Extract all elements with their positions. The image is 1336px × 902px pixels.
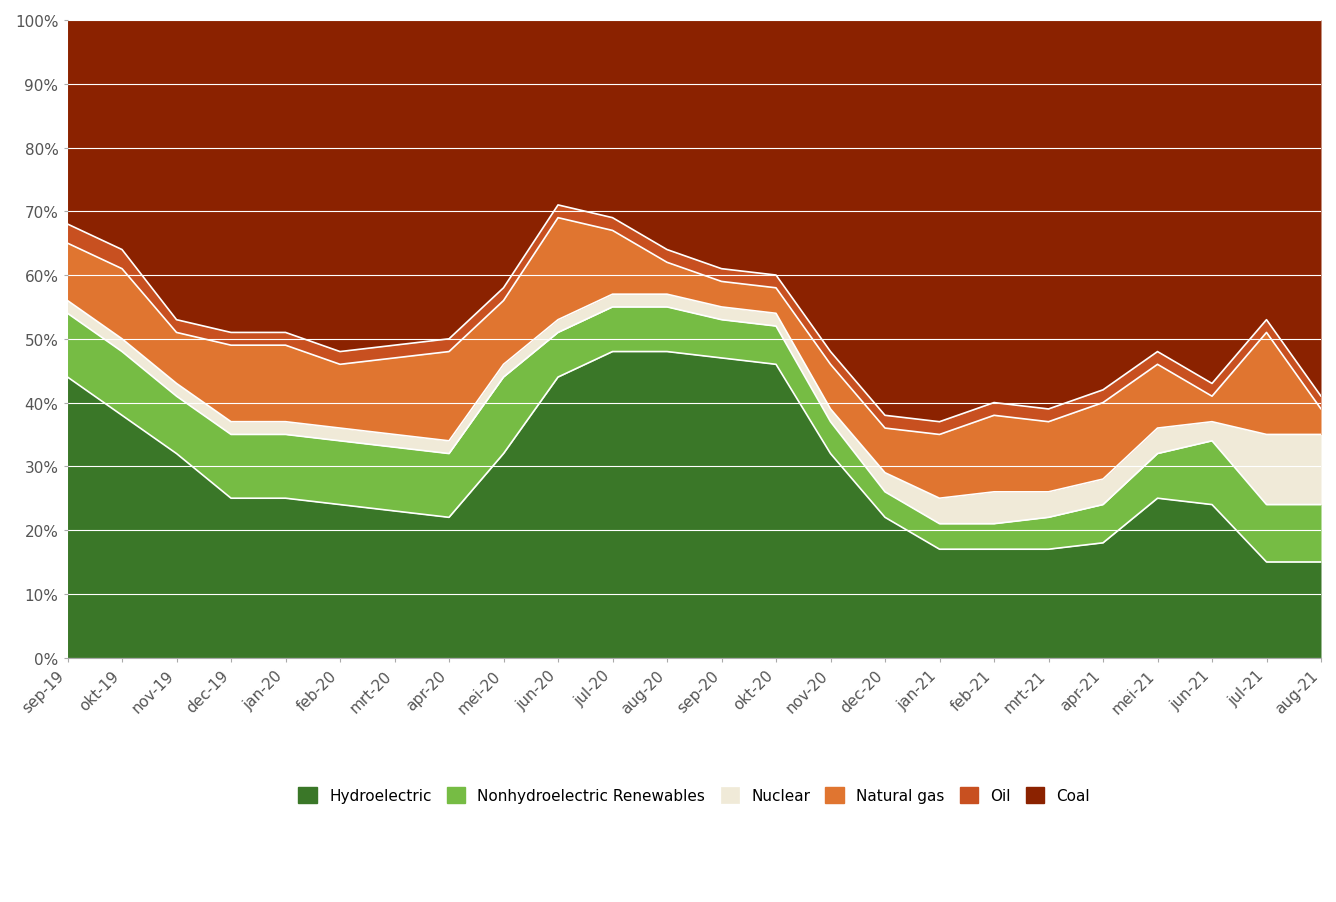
Legend: Hydroelectric, Nonhydroelectric Renewables, Nuclear, Natural gas, Oil, Coal: Hydroelectric, Nonhydroelectric Renewabl… (293, 781, 1096, 809)
